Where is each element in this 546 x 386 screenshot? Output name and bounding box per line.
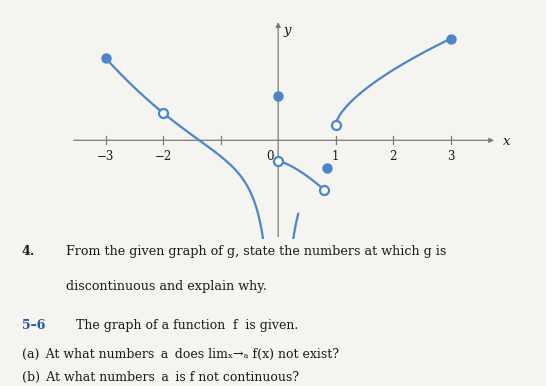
- Text: From the given graph of g, state the numbers at which g is: From the given graph of g, state the num…: [66, 245, 446, 258]
- Point: [274, 158, 282, 164]
- Text: The graph of a function   f   is given.: The graph of a function f is given.: [76, 318, 299, 332]
- Text: (a) At what numbers  a  does limₓ→ₐ f(x) not exist?: (a) At what numbers a does limₓ→ₐ f(x) n…: [22, 348, 339, 361]
- Point: [320, 187, 329, 193]
- Text: −3: −3: [97, 150, 114, 163]
- Text: discontinuous and explain why.: discontinuous and explain why.: [66, 280, 266, 293]
- Text: 5–6: 5–6: [22, 318, 45, 332]
- Text: x: x: [503, 135, 510, 148]
- Point: [101, 55, 110, 61]
- Text: 4.: 4.: [22, 245, 35, 258]
- Text: y: y: [284, 24, 292, 37]
- Text: 2: 2: [390, 150, 397, 163]
- Text: 0: 0: [266, 150, 274, 163]
- Point: [159, 110, 168, 116]
- Point: [274, 93, 282, 99]
- Text: 3: 3: [447, 150, 455, 163]
- Point: [447, 36, 455, 42]
- Text: 1: 1: [332, 150, 340, 163]
- Point: [323, 165, 331, 171]
- Text: (b) At what numbers  a  is f not continuous?: (b) At what numbers a is f not continuou…: [22, 371, 299, 384]
- Point: [331, 122, 340, 128]
- Text: −2: −2: [155, 150, 171, 163]
